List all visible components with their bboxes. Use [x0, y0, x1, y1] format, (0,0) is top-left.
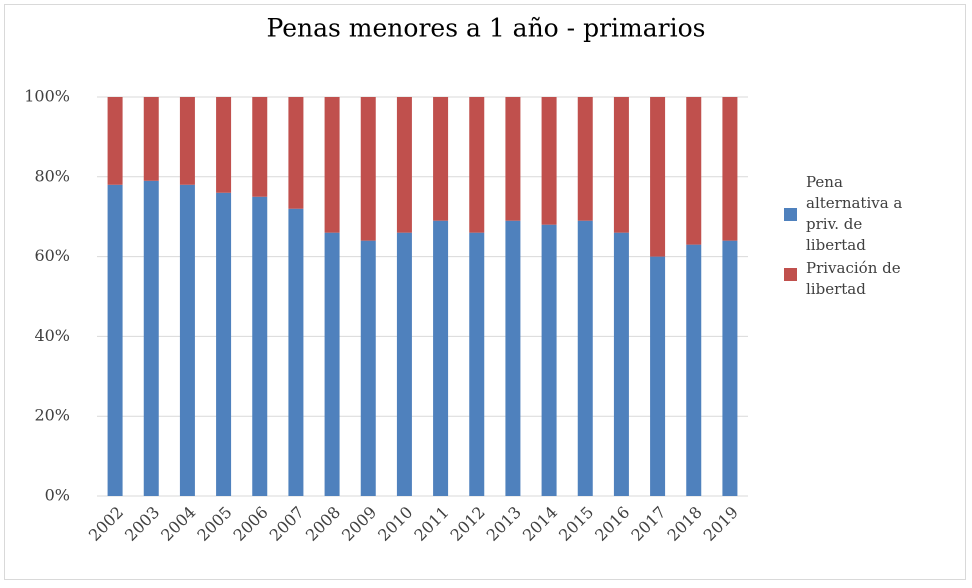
- bar-segment: [143, 180, 159, 497]
- bar-segment: [577, 220, 593, 496]
- y-tick-label: 20%: [34, 406, 70, 425]
- x-tick-label: 2006: [230, 503, 272, 545]
- x-tick-label: 2012: [447, 503, 489, 545]
- x-tick-label: 2009: [338, 503, 380, 545]
- y-tick-label: 80%: [34, 166, 70, 185]
- bar-segment: [650, 256, 666, 496]
- x-tick-label: 2011: [410, 503, 452, 545]
- x-tick-label: 2008: [302, 503, 344, 545]
- legend-label: Privación de libertad: [806, 259, 901, 298]
- x-tick-label: 2018: [664, 503, 706, 545]
- bar-segment: [324, 97, 340, 233]
- bar-segment: [288, 97, 304, 209]
- x-tick-label: 2013: [483, 503, 525, 545]
- x-tick-label: 2007: [266, 503, 308, 545]
- bar-segment: [216, 192, 232, 496]
- bar-segment: [541, 224, 557, 496]
- chart-frame: [4, 4, 966, 580]
- bar-segment: [686, 244, 702, 496]
- chart-title: Penas menores a 1 año - primarios: [267, 14, 706, 43]
- bar-segment: [505, 97, 521, 221]
- bar-segment: [433, 220, 449, 496]
- bar-segment: [650, 97, 666, 257]
- bar-segment: [541, 97, 557, 225]
- y-tick-label: 60%: [34, 246, 70, 265]
- y-tick-label: 100%: [24, 87, 70, 106]
- x-tick-label: 2003: [121, 503, 163, 545]
- bar-segment: [505, 220, 521, 496]
- bar-segment: [107, 184, 123, 496]
- legend: Pena alternativa a priv. de libertad Priv…: [780, 172, 930, 302]
- bar-segment: [360, 97, 376, 241]
- x-tick-label: 2017: [627, 503, 669, 545]
- y-tick-label: 0%: [45, 486, 70, 505]
- bar-segment: [179, 184, 195, 496]
- bar-segment: [613, 232, 629, 496]
- bar-segment: [396, 232, 412, 496]
- bar-segment: [469, 97, 485, 233]
- bar-segment: [216, 97, 232, 193]
- bar-segment: [360, 240, 376, 496]
- bar-segment: [288, 208, 304, 496]
- legend-swatch: [784, 268, 797, 281]
- bar-segment: [686, 97, 702, 245]
- legend-swatch: [784, 208, 797, 221]
- x-tick-label: 2010: [374, 503, 416, 545]
- bar-segment: [722, 240, 738, 496]
- bar-segment: [577, 97, 593, 221]
- bar-segment: [252, 97, 268, 197]
- legend-item: Privación de libertad: [780, 258, 956, 300]
- x-tick-label: 2004: [157, 503, 199, 545]
- bar-segment: [179, 97, 195, 185]
- bar-segment: [107, 97, 123, 185]
- x-tick-label: 2016: [591, 503, 633, 545]
- bar-segment: [613, 97, 629, 233]
- x-tick-label: 2015: [555, 503, 597, 545]
- bar-segment: [433, 97, 449, 221]
- y-tick-label: 40%: [34, 326, 70, 345]
- bar-segment: [143, 97, 159, 181]
- bar-segment: [252, 196, 268, 496]
- x-tick-label: 2002: [85, 503, 127, 545]
- legend-item: Pena alternativa a priv. de libertad: [780, 172, 926, 256]
- bar-segment: [469, 232, 485, 496]
- bar-segment: [324, 232, 340, 496]
- x-tick-label: 2019: [700, 503, 742, 545]
- x-tick-label: 2014: [519, 503, 561, 545]
- x-tick-label: 2005: [193, 503, 235, 545]
- bar-segment: [396, 97, 412, 233]
- bar-segment: [722, 97, 738, 241]
- legend-label: Pena alternativa a priv. de libertad: [806, 173, 903, 254]
